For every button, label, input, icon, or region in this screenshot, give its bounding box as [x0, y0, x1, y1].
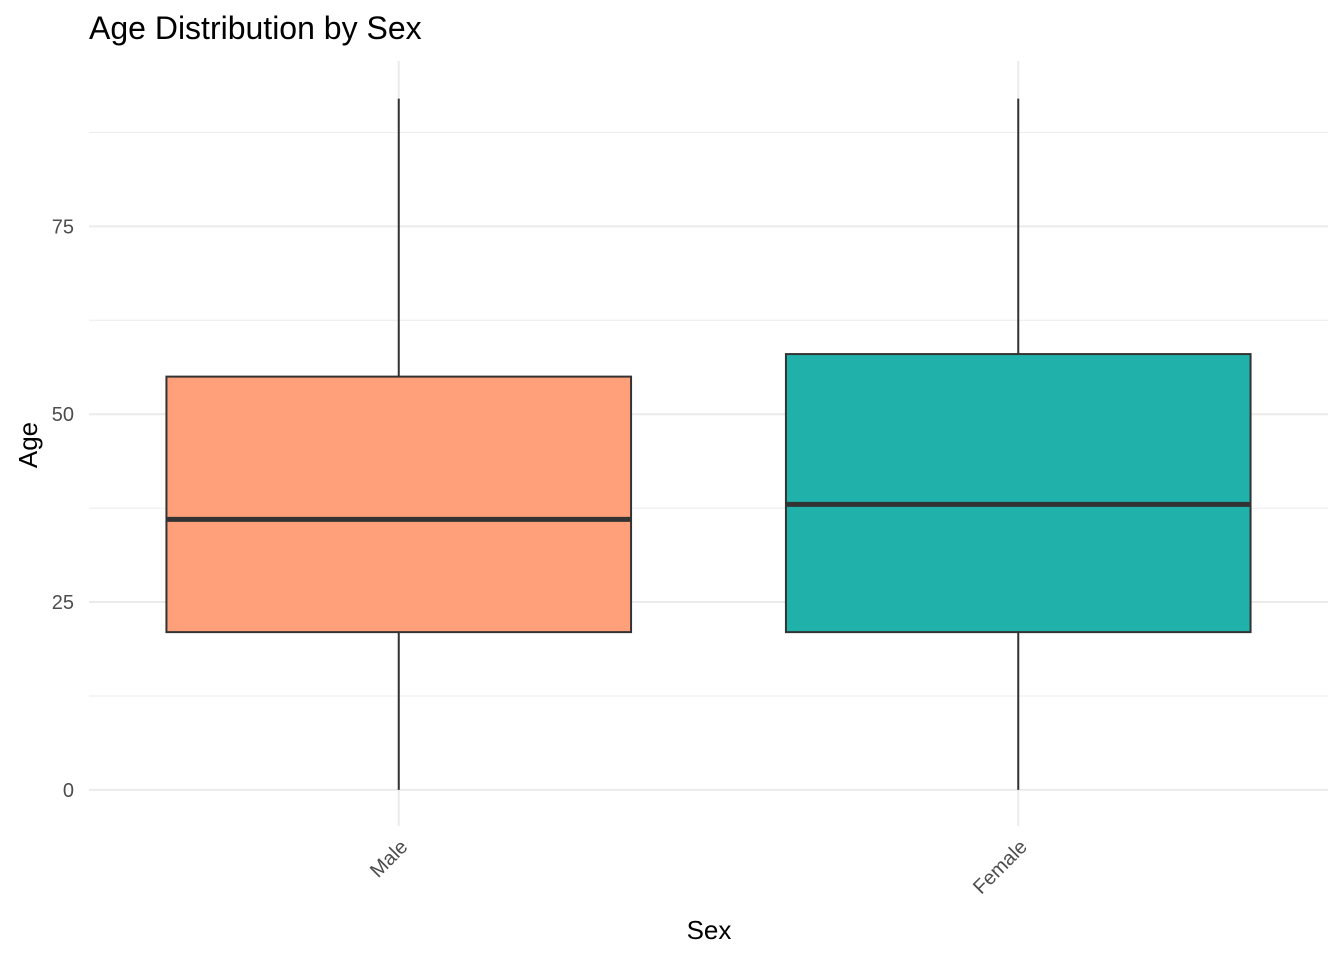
- box-layer: [165, 98, 1252, 790]
- y-axis-title: Age: [13, 422, 43, 468]
- chart-title: Age Distribution by Sex: [89, 10, 422, 46]
- y-tick-label: 25: [52, 592, 74, 614]
- y-tick-label: 50: [52, 404, 74, 426]
- x-tick-label: Female: [969, 836, 1032, 899]
- y-tick-label: 0: [63, 780, 74, 802]
- x-tick-label: Male: [366, 836, 412, 882]
- y-tick-label: 75: [52, 216, 74, 238]
- box-male: [165, 375, 633, 634]
- box-female: [784, 353, 1252, 634]
- x-axis-title: Sex: [687, 915, 732, 945]
